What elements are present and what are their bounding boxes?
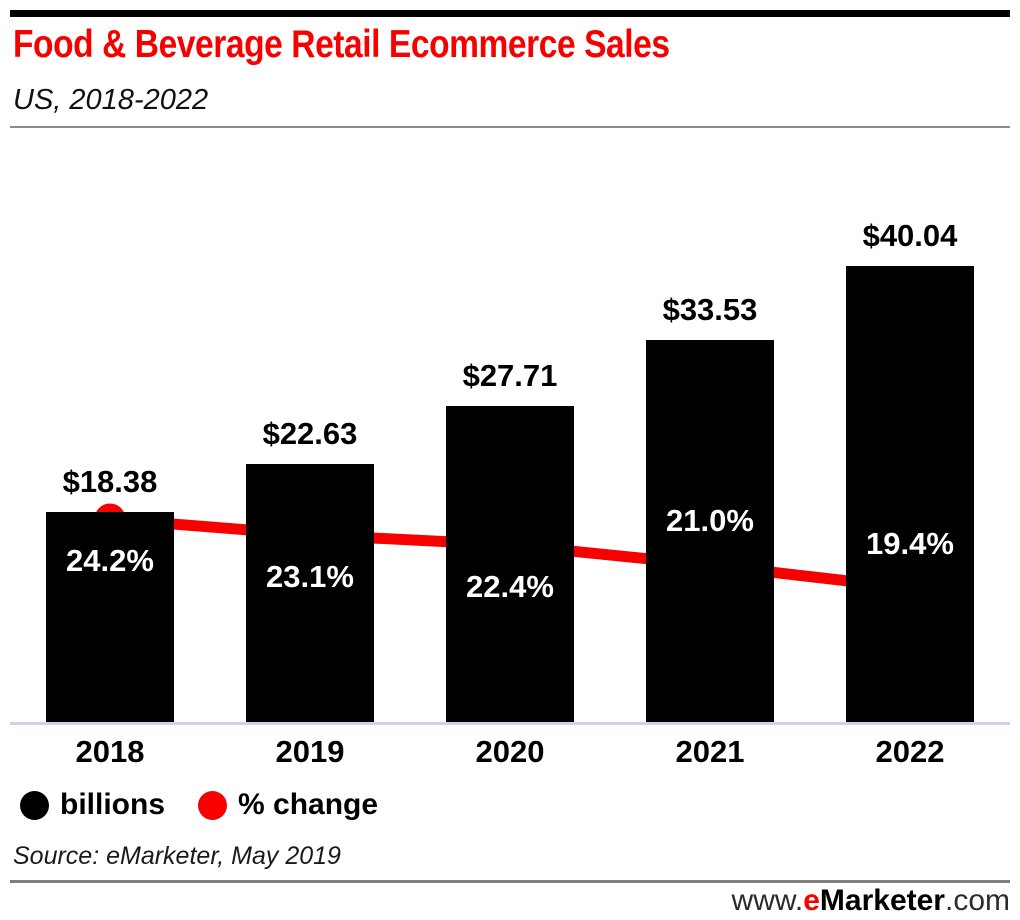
pct-label-2020: 22.4% xyxy=(466,568,554,604)
chart-title: Food & Beverage Retail Ecommerce Sales xyxy=(13,23,670,66)
x-axis-baseline xyxy=(10,722,1010,725)
source-attribution: Source: eMarketer, May 2019 xyxy=(13,842,341,870)
bar-2018 xyxy=(46,512,174,722)
chart-subtitle: US, 2018-2022 xyxy=(13,84,209,116)
x-axis-label-2021: 2021 xyxy=(675,734,745,769)
header-divider xyxy=(10,126,1010,128)
bar-2019 xyxy=(246,464,374,722)
website-url: www.eMarketer.com xyxy=(732,884,1010,918)
url-brand-e: e xyxy=(803,884,820,917)
bar-value-label-2020: $27.71 xyxy=(462,358,558,393)
footer-divider xyxy=(10,880,1010,883)
top-accent-bar xyxy=(10,10,1010,17)
x-axis-label-2018: 2018 xyxy=(75,734,145,769)
url-brand-marketer: Marketer xyxy=(819,884,945,917)
pct-change-legend-marker-icon xyxy=(198,790,227,820)
bar-2022 xyxy=(846,266,974,722)
url-com: .com xyxy=(944,884,1010,917)
x-axis-label-2022: 2022 xyxy=(875,734,945,769)
pct-label-2022: 19.4% xyxy=(866,526,954,562)
pct-label-2018: 24.2% xyxy=(66,543,154,578)
legend-item-pct-change: % change xyxy=(198,789,378,821)
pct-label-2019: 23.1% xyxy=(266,558,354,594)
legend-label-billions: billions xyxy=(60,788,165,821)
bar-value-label-2019: $22.63 xyxy=(262,416,358,451)
url-www: www. xyxy=(731,884,804,917)
bar-2021 xyxy=(646,340,774,722)
legend-label-pct-change: % change xyxy=(238,788,379,821)
x-axis-label-2020: 2020 xyxy=(475,734,545,769)
bar-value-label-2018: $18.38 xyxy=(62,464,158,499)
legend-item-billions: billions xyxy=(20,789,165,821)
bar-value-label-2022: $40.04 xyxy=(862,218,958,253)
bar-2020 xyxy=(446,406,574,722)
pct-label-2021: 21.0% xyxy=(666,503,754,539)
bar-value-label-2021: $33.53 xyxy=(662,292,758,327)
billions-legend-marker-icon xyxy=(20,790,49,820)
x-axis-label-2019: 2019 xyxy=(275,734,345,769)
